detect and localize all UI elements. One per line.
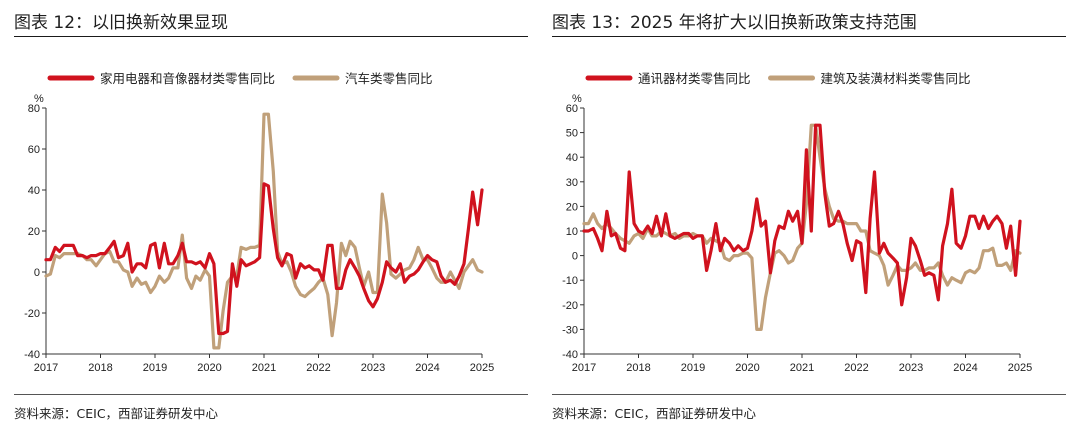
y-tick-label: 0	[34, 267, 40, 279]
line-chart-svg: 家用电器和音像器材类零售同比 汽车类零售同比% -40 -20 0 20 40 60 80 201…	[24, 71, 494, 374]
y-tick-label: 60	[566, 103, 578, 115]
y-tick-label: 20	[566, 201, 578, 213]
x-tick-label: 2021	[790, 362, 814, 374]
source-note: 资料来源：CEIC，西部证券研发中心	[552, 406, 757, 421]
legend-label: 家用电器和音像器材类零售同比	[100, 71, 275, 86]
x-tick-label: 2020	[735, 362, 759, 374]
x-tick-label: 2025	[1008, 362, 1032, 374]
legend-item: 通讯器材类零售同比	[585, 71, 751, 86]
x-tick-label: 2018	[626, 362, 650, 374]
series-line	[44, 182, 484, 336]
series-line	[44, 112, 484, 350]
x-tick-label: 2022	[306, 362, 330, 374]
y-tick-label: 60	[28, 144, 40, 156]
left-chart-panel: 图表 12：以旧换新效果显现 家用电器和音像器材类零售同比 汽车类零售同比% -40…	[14, 0, 542, 436]
x-tick-label: 2024	[953, 362, 977, 374]
legend-label: 汽车类零售同比	[345, 71, 433, 86]
y-tick-label: 80	[28, 103, 40, 115]
chart-title: 图表 12：以旧换新效果显现	[14, 13, 229, 33]
y-tick-label: -40	[562, 349, 578, 361]
x-tick-label: 2018	[88, 362, 112, 374]
x-tick-label: 2017	[572, 362, 596, 374]
x-tick-label: 2019	[681, 362, 705, 374]
legend-item: 汽车类零售同比	[292, 71, 433, 86]
legend-item: 建筑及装潢材料类零售同比	[768, 71, 971, 86]
y-tick-label: -30	[562, 324, 578, 336]
source-note: 资料来源：CEIC，西部证券研发中心	[14, 406, 219, 421]
x-tick-label: 2019	[143, 362, 167, 374]
x-tick-label: 2022	[844, 362, 868, 374]
title-rule	[14, 36, 528, 37]
x-tick-label: 2020	[197, 362, 221, 374]
line-chart-svg: 通讯器材类零售同比 建筑及装潢材料类零售同比% -40 -30 -20 -10 0 10 20 3…	[562, 71, 1032, 374]
source-rule	[14, 394, 528, 395]
y-axis-unit: %	[34, 93, 44, 105]
x-tick-label: 2023	[899, 362, 923, 374]
x-tick-label: 2025	[470, 362, 494, 374]
y-tick-label: -20	[562, 300, 578, 312]
right-chart-panel: 图表 13：2025 年将扩大以旧换新政策支持范围 通讯器材类零售同比 建筑及装潢…	[552, 0, 1080, 436]
x-tick-label: 2024	[415, 362, 439, 374]
legend-item: 家用电器和音像器材类零售同比	[47, 71, 275, 86]
series-line	[582, 123, 1022, 307]
chart-title: 图表 13：2025 年将扩大以旧换新政策支持范围	[552, 13, 917, 33]
y-tick-label: 0	[572, 251, 578, 263]
y-tick-label: 40	[566, 152, 578, 164]
y-tick-label: -10	[562, 275, 578, 287]
y-tick-label: 50	[566, 128, 578, 140]
y-axis-unit: %	[572, 93, 582, 105]
x-tick-label: 2023	[361, 362, 385, 374]
y-tick-label: 40	[28, 185, 40, 197]
title-rule	[552, 36, 1066, 37]
legend-label: 建筑及装潢材料类零售同比	[821, 71, 971, 86]
y-tick-label: 30	[566, 177, 578, 189]
source-rule	[552, 394, 1066, 395]
y-tick-label: -20	[24, 308, 40, 320]
y-tick-label: 10	[566, 226, 578, 238]
legend-label: 通讯器材类零售同比	[638, 71, 751, 86]
y-tick-label: 20	[28, 226, 40, 238]
x-tick-label: 2017	[34, 362, 58, 374]
x-tick-label: 2021	[252, 362, 276, 374]
y-tick-label: -40	[24, 349, 40, 361]
